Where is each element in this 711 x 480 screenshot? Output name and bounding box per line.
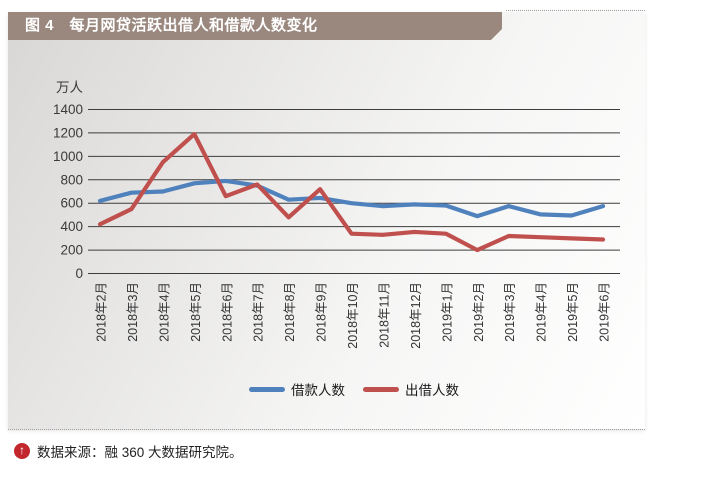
y-tick-label: 1000 [53,149,83,164]
y-axis-unit-label: 万人 [56,80,83,95]
x-tick-label: 2019年2月 [472,282,486,342]
line-chart: 0 200 400 600 800 1000 1200 1400 万人 2018年2月 2018年3… [53,80,620,349]
legend-line-swatch [363,386,399,392]
y-tick-label: 0 [75,266,83,281]
x-tick-label: 2018年6月 [220,282,234,342]
x-tick-label: 2019年5月 [566,282,580,342]
legend-item: 出借人数 [363,379,459,399]
x-tick-label: 2018年2月 [95,282,109,342]
x-tick-label: 2018年7月 [252,282,266,342]
x-tick-label: 2019年4月 [535,282,549,342]
legend-label: 出借人数 [405,383,459,398]
y-tick-label: 1400 [53,102,83,117]
x-tick-label: 2019年1月 [440,282,454,342]
x-tick-label: 2018年12月 [409,282,423,349]
x-tick-label: 2018年3月 [126,282,140,342]
x-tick-label: 2018年4月 [157,282,171,342]
y-tick-label: 200 [60,243,83,258]
source-note: ↑ 数据来源：融 360 大数据研究院。 [14,441,243,461]
figure-title: 图 4 每月网贷活跃出借人和借款人数变化 [25,17,318,34]
legend-line-swatch [249,386,285,392]
figure-card: 图 4 每月网贷活跃出借人和借款人数变化 [8,12,645,429]
x-tick-label: 2018年9月 [315,282,329,342]
x-tick-label: 2018年8月 [283,282,297,342]
legend-item: 借款人数 [249,379,345,399]
up-arrow-icon: ↑ [14,443,30,459]
chart-legend: 借款人数 出借人数 [88,379,620,399]
x-tick-label: 2019年3月 [503,282,517,342]
footer-divider [8,429,645,430]
y-tick-label: 800 [60,172,83,187]
legend-label: 借款人数 [291,383,345,398]
top-dotted-divider [506,10,645,11]
source-text: 数据来源：融 360 大数据研究院。 [37,445,243,460]
y-tick-label: 400 [60,219,83,234]
figure-title-bar: 图 4 每月网贷活跃出借人和借款人数变化 [8,12,502,40]
y-tick-label: 600 [60,196,83,211]
y-tick-label: 1200 [53,125,83,140]
x-tick-label: 2018年11月 [377,282,391,348]
x-tick-label: 2018年10月 [346,282,360,349]
x-tick-label: 2018年5月 [189,282,203,342]
borrowers-line-series [97,178,606,219]
lenders-line-series [97,131,606,253]
x-tick-label: 2019年6月 [598,282,612,342]
